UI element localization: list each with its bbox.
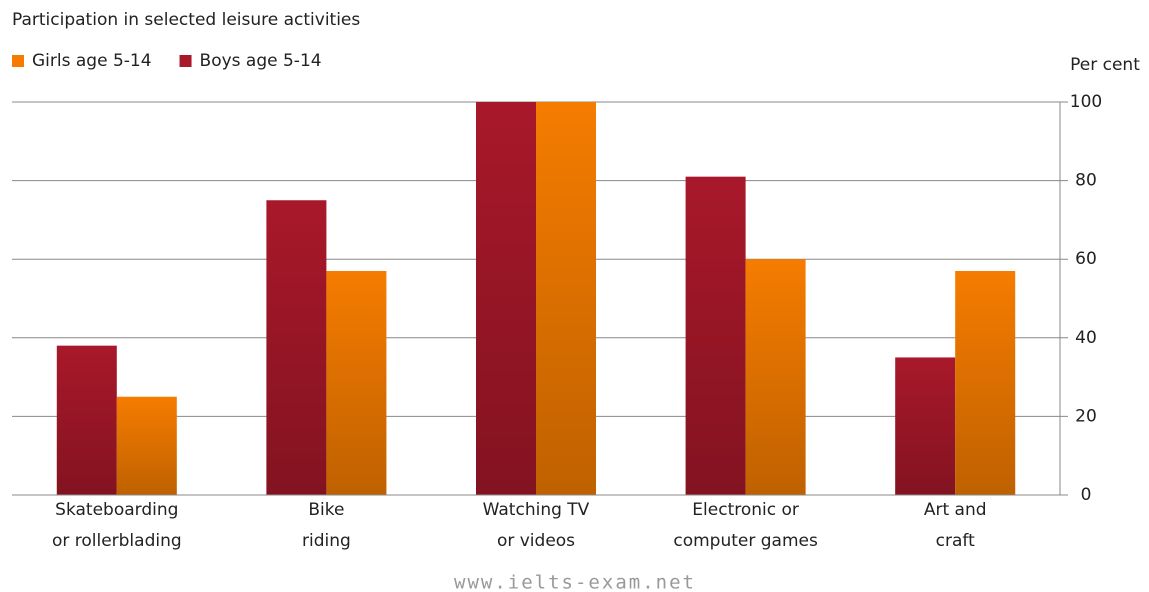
x-tick-label: Art and bbox=[924, 500, 987, 520]
x-tick-label: computer games bbox=[673, 531, 818, 551]
x-tick-label: or videos bbox=[497, 531, 575, 551]
y-tick-label: 100 bbox=[1070, 92, 1102, 112]
y-tick-label: 20 bbox=[1075, 406, 1097, 426]
y-tick-label: 80 bbox=[1075, 171, 1097, 191]
x-tick-label: Skateboarding bbox=[55, 500, 178, 520]
bar-shade bbox=[326, 270, 387, 495]
chart-title: Participation in selected leisure activi… bbox=[12, 10, 360, 30]
x-tick-label: Bike bbox=[308, 500, 344, 520]
bar-shade bbox=[56, 345, 117, 495]
y-tick-label: 0 bbox=[1081, 485, 1092, 505]
bar-shade bbox=[685, 176, 746, 496]
y-tick-label: 60 bbox=[1075, 249, 1097, 269]
bar-shade bbox=[266, 200, 327, 495]
bar-shade bbox=[955, 270, 1016, 495]
legend-swatch bbox=[179, 55, 192, 67]
x-tick-label: riding bbox=[302, 531, 351, 551]
x-tick-label: or rollerblading bbox=[52, 531, 182, 551]
x-tick-label: Watching TV bbox=[483, 500, 590, 520]
watermark: www.ielts-exam.net bbox=[454, 572, 696, 592]
y-tick-label: 40 bbox=[1075, 328, 1097, 348]
bar-shade bbox=[745, 259, 806, 495]
bar-shade bbox=[536, 102, 596, 495]
bar-shade bbox=[116, 396, 177, 495]
x-tick-label: Electronic or bbox=[692, 500, 799, 520]
legend-swatch bbox=[12, 55, 24, 67]
y-axis-label: Per cent bbox=[1070, 55, 1140, 75]
legend-label: Girls age 5-14 bbox=[32, 51, 152, 71]
bar-shade bbox=[476, 102, 536, 495]
x-tick-label: craft bbox=[936, 531, 975, 551]
legend-label: Boys age 5-14 bbox=[200, 51, 322, 71]
bar-shade bbox=[895, 357, 956, 495]
